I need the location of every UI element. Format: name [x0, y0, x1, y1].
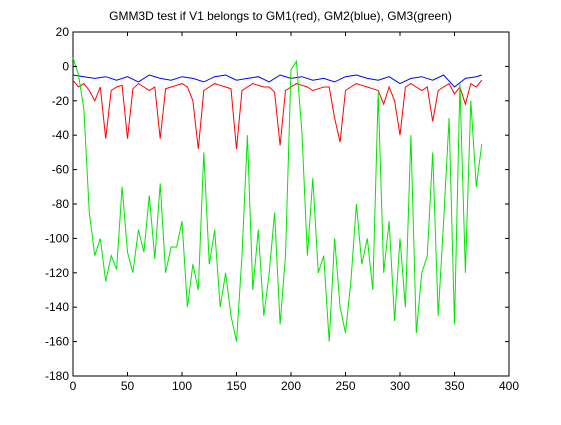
chart-title: GMM3D test if V1 belongs to GM1(red), GM… [0, 9, 561, 23]
x-tick-label: 100 [172, 379, 192, 393]
y-tick-label: -180 [45, 369, 69, 383]
y-tick-label: -60 [52, 163, 70, 177]
x-tick-label: 250 [335, 379, 355, 393]
y-tick-label: -20 [52, 94, 70, 108]
x-tick-label: 400 [499, 379, 519, 393]
y-tick-label: -40 [52, 128, 70, 142]
y-tick-label: -160 [45, 335, 69, 349]
y-tick-label: 0 [62, 59, 69, 73]
x-tick-label: 350 [444, 379, 464, 393]
x-tick-label: 200 [281, 379, 301, 393]
y-tick-label: -100 [45, 231, 69, 245]
x-tick-label: 50 [121, 379, 135, 393]
y-tick-label: -120 [45, 266, 69, 280]
x-tick-label: 300 [390, 379, 410, 393]
y-tick-label: -140 [45, 300, 69, 314]
x-tick-label: 0 [70, 379, 77, 393]
y-tick-label: 20 [56, 25, 70, 39]
y-tick-label: -80 [52, 197, 70, 211]
x-tick-label: 150 [226, 379, 246, 393]
